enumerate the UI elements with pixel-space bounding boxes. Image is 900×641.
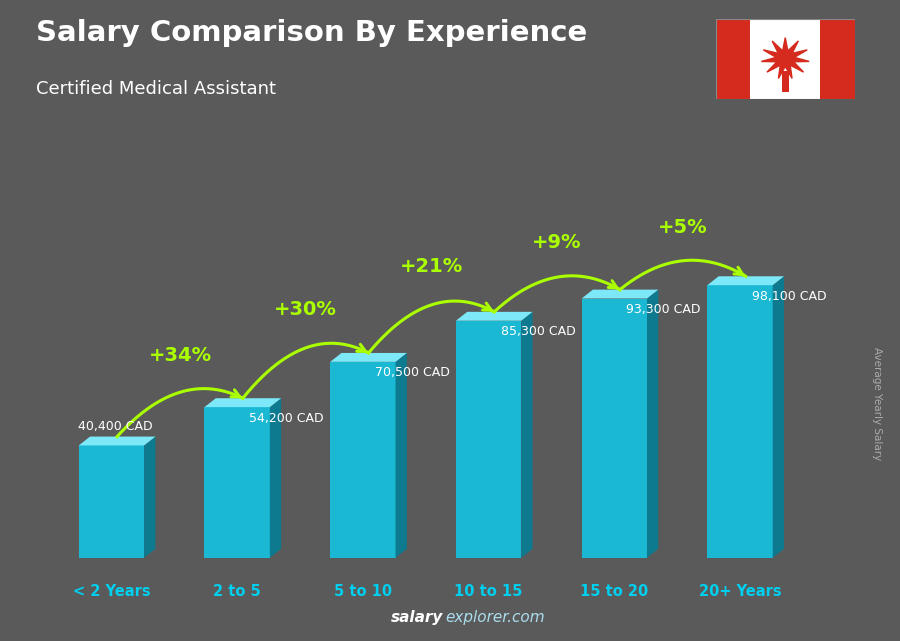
Polygon shape	[144, 437, 156, 558]
Polygon shape	[330, 362, 395, 558]
Polygon shape	[204, 407, 270, 558]
Polygon shape	[761, 38, 809, 78]
Polygon shape	[395, 353, 407, 558]
Polygon shape	[78, 445, 144, 558]
Text: 93,300 CAD: 93,300 CAD	[626, 303, 701, 316]
Polygon shape	[78, 437, 156, 445]
Polygon shape	[716, 19, 751, 99]
Polygon shape	[707, 285, 773, 558]
Text: +30%: +30%	[274, 299, 338, 319]
Text: +9%: +9%	[532, 233, 581, 252]
Polygon shape	[270, 398, 281, 558]
Text: 20+ Years: 20+ Years	[698, 585, 781, 599]
Text: 2 to 5: 2 to 5	[213, 585, 261, 599]
Polygon shape	[330, 353, 407, 362]
Text: +21%: +21%	[400, 257, 463, 276]
Text: 54,200 CAD: 54,200 CAD	[249, 412, 324, 424]
Text: < 2 Years: < 2 Years	[73, 585, 150, 599]
Polygon shape	[820, 19, 855, 99]
Text: 5 to 10: 5 to 10	[334, 585, 392, 599]
Polygon shape	[456, 320, 521, 558]
Polygon shape	[581, 299, 647, 558]
Text: +5%: +5%	[658, 218, 707, 237]
Text: 10 to 15: 10 to 15	[454, 585, 523, 599]
Polygon shape	[647, 290, 658, 558]
Text: 40,400 CAD: 40,400 CAD	[78, 420, 153, 433]
Polygon shape	[707, 276, 784, 285]
Polygon shape	[716, 19, 855, 99]
Text: 15 to 20: 15 to 20	[580, 585, 648, 599]
Text: Certified Medical Assistant: Certified Medical Assistant	[36, 80, 276, 98]
Text: Average Yearly Salary: Average Yearly Salary	[872, 347, 883, 460]
Text: 85,300 CAD: 85,300 CAD	[500, 325, 575, 338]
Text: 98,100 CAD: 98,100 CAD	[752, 290, 826, 303]
Text: salary: salary	[392, 610, 444, 625]
Polygon shape	[204, 398, 281, 407]
Text: +34%: +34%	[148, 346, 211, 365]
Polygon shape	[456, 312, 533, 320]
Polygon shape	[773, 276, 784, 558]
Text: explorer.com: explorer.com	[446, 610, 545, 625]
Text: 70,500 CAD: 70,500 CAD	[374, 366, 450, 379]
Polygon shape	[581, 290, 658, 299]
Polygon shape	[521, 312, 533, 558]
Text: Salary Comparison By Experience: Salary Comparison By Experience	[36, 19, 587, 47]
Bar	[782, 71, 788, 92]
